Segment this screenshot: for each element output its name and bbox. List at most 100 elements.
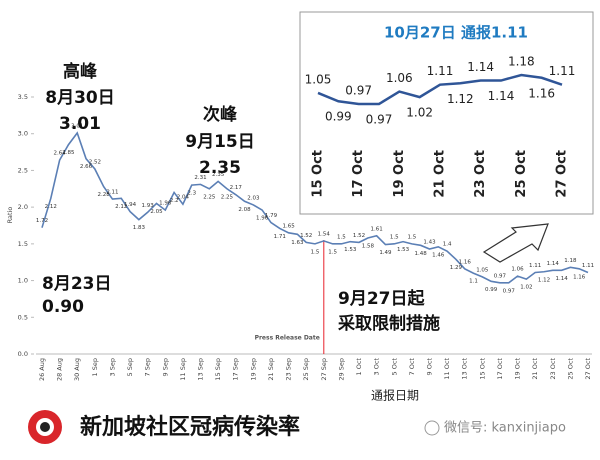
watermark: 微信号: kanxinjiapo [444, 421, 566, 436]
inset-data-label: 1.06 [386, 71, 413, 85]
x-tick-label: 27 Sep [320, 358, 328, 381]
data-label: 2.12 [45, 204, 57, 210]
data-label: 2.05 [150, 209, 163, 215]
x-tick-label: 3 Sep [108, 358, 116, 376]
x-tick-label: 7 Oct [408, 358, 416, 376]
x-tick-label: 23 Oct [549, 358, 557, 380]
x-axis-label: 通报日期 [371, 388, 419, 403]
data-label: 1.53 [397, 247, 410, 253]
annotation: 9月27日起 [338, 288, 425, 309]
data-label: 1.4 [443, 242, 452, 248]
inset-data-label: 1.05 [305, 72, 332, 86]
inset-data-label: 1.14 [488, 89, 515, 103]
x-tick-label: 29 Sep [337, 358, 345, 381]
data-label: 1.43 [423, 239, 436, 245]
inset-data-label: 1.02 [406, 106, 433, 120]
data-label: 2.3 [187, 191, 196, 197]
data-label: 1.96 [256, 216, 269, 222]
x-tick-label: 9 Oct [425, 358, 433, 376]
data-label: 1.58 [362, 243, 375, 249]
series-line [41, 131, 589, 284]
x-tick-label: 25 Oct [566, 358, 574, 380]
x-tick-label: 25 Sep [302, 358, 310, 381]
x-tick-label: 3 Oct [373, 358, 381, 376]
y-tick-label: 3.0 [18, 130, 28, 138]
inset-data-label: 1.11 [427, 64, 454, 78]
data-label: 1.5 [328, 249, 337, 255]
data-label: 1.12 [538, 277, 550, 283]
y-tick-label: 3.5 [18, 93, 28, 101]
x-tick-label: 15 Sep [214, 358, 222, 381]
data-label: 1.52 [353, 233, 365, 239]
data-label: 1.05 [476, 267, 489, 273]
x-tick-label: 21 Sep [267, 358, 275, 381]
data-label: 2.2 [170, 198, 179, 204]
inset-data-label: 1.16 [528, 86, 555, 100]
inset-x-tick-label: 25 Oct [514, 150, 529, 198]
data-label: 3.01 [71, 123, 83, 129]
x-tick-label: 17 Sep [232, 358, 240, 381]
arrow [482, 223, 549, 263]
x-tick-label: 17 Oct [496, 358, 504, 380]
x-tick-label: 26 Aug [38, 358, 46, 381]
inset-x-tick-label: 15 Oct [311, 150, 326, 198]
y-tick-label: 1.0 [18, 277, 28, 285]
y-tick-label: 2.5 [18, 166, 28, 174]
annotation: 9月15日 [185, 132, 255, 152]
data-label: 1.53 [344, 247, 357, 253]
data-label: 1.46 [432, 252, 445, 258]
inset-x-tick-label: 23 Oct [473, 150, 488, 198]
footer-title: 新加坡社区冠病传染率 [80, 414, 300, 440]
y-tick-label: 1.5 [18, 240, 28, 248]
inset-x-tick-label: 19 Oct [392, 150, 407, 198]
x-tick-label: 5 Oct [390, 358, 398, 376]
data-label: 1.16 [459, 259, 472, 265]
inset-data-label: 0.97 [366, 113, 393, 127]
data-label: 1.16 [573, 274, 586, 280]
x-tick-label: 1 Oct [355, 358, 363, 376]
annotation: 3.01 [59, 114, 101, 134]
annotation: 次峰 [203, 104, 238, 125]
data-label: 1.5 [337, 234, 346, 240]
wechat-icon [424, 420, 440, 436]
data-label: 1.1 [469, 279, 478, 285]
y-tick-label: 0.5 [18, 313, 28, 321]
data-label: 1.72 [36, 218, 48, 224]
data-label: 1.5 [311, 249, 320, 255]
data-label: 2.35 [212, 172, 225, 178]
inset-data-label: 0.99 [325, 110, 352, 124]
x-tick-label: 27 Oct [584, 358, 592, 380]
data-label: 1.14 [555, 276, 568, 282]
inset-title: 10月27日 通报1.11 [384, 24, 528, 42]
data-label: 1.93 [142, 203, 155, 209]
data-label: 0.97 [494, 273, 507, 279]
y-axis-label: Ratio [6, 207, 14, 224]
data-label: 1.11 [529, 263, 541, 269]
data-label: 1.5 [407, 234, 416, 240]
x-tick-label: 28 Aug [56, 358, 64, 381]
data-label: 2.28 [98, 192, 111, 198]
inset-data-label: 1.11 [549, 64, 576, 78]
data-label: 1.02 [520, 285, 532, 291]
annotation: 8月30日 [45, 88, 115, 108]
x-tick-label: 19 Oct [514, 358, 522, 380]
x-tick-label: 9 Sep [161, 358, 169, 376]
inset-frame [299, 11, 594, 215]
data-label: 1.94 [124, 202, 137, 208]
x-tick-label: 13 Sep [197, 358, 205, 381]
annotation: 2.35 [199, 158, 241, 178]
data-label: 1.29 [450, 265, 463, 271]
data-label: 2.85 [62, 150, 75, 156]
y-tick-label: 0.0 [18, 350, 28, 358]
data-label: 1.96 [159, 201, 172, 207]
data-label: 0.97 [503, 288, 516, 294]
x-tick-label: 30 Aug [73, 358, 81, 381]
annotation: 高峰 [63, 61, 98, 82]
inset-data-label: 1.12 [447, 92, 474, 106]
inset-data-label: 1.14 [467, 60, 494, 74]
data-label: 1.52 [300, 233, 312, 239]
data-label: 2.25 [221, 194, 234, 200]
data-label: 2.25 [203, 194, 216, 200]
data-label: 2.64 [53, 151, 66, 157]
